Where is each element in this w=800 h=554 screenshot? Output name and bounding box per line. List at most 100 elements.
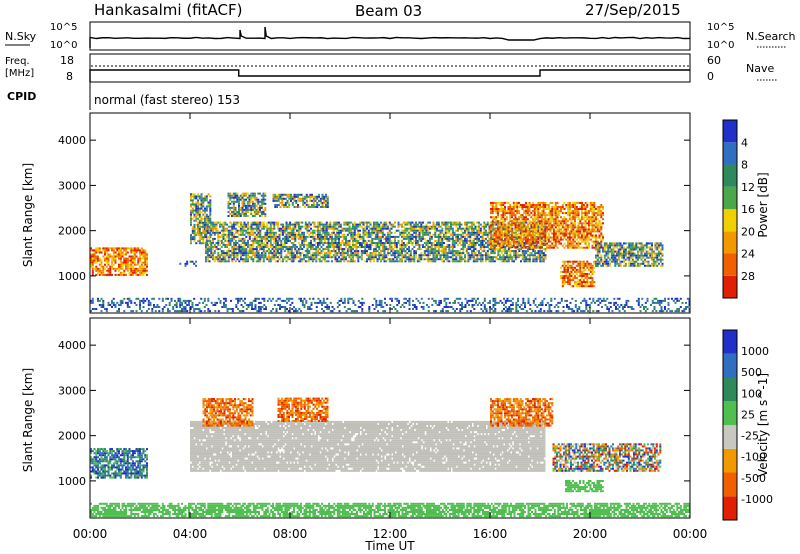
- echo-cell: [523, 212, 526, 215]
- echo-cell: [411, 227, 414, 230]
- echo-cell: [572, 279, 575, 282]
- echo-cell: [104, 267, 106, 270]
- echo-cell: [326, 199, 329, 202]
- echo-cell: [273, 252, 276, 255]
- echo-cell: [202, 236, 205, 239]
- echo-cell: [271, 231, 274, 234]
- echo-cell: [460, 235, 463, 238]
- echo-cell: [381, 256, 384, 259]
- echo-cell: [264, 256, 267, 259]
- echo-cell: [240, 252, 242, 255]
- echo-cell: [137, 267, 140, 270]
- echo-cell: [217, 229, 220, 232]
- echo-cell: [387, 242, 389, 244]
- echo-cell: [317, 246, 319, 248]
- echo-cell: [142, 273, 145, 276]
- echo-cell: [589, 232, 592, 235]
- echo-cell: [306, 248, 309, 251]
- echo-cell: [281, 204, 284, 206]
- echo-cell: [504, 260, 507, 263]
- echo-cell: [268, 229, 270, 232]
- echo-cell: [602, 222, 604, 225]
- echo-cell: [107, 249, 110, 252]
- echo-cell: [422, 229, 424, 232]
- echo-cell: [432, 256, 435, 259]
- echo-cell: [397, 235, 400, 238]
- echo-cell: [593, 201, 596, 204]
- echo-cell: [479, 244, 482, 246]
- echo-cell: [305, 197, 308, 200]
- echo-cell: [316, 195, 319, 198]
- echo-cell: [595, 220, 597, 223]
- echo-cell: [549, 210, 552, 213]
- echo-cell: [220, 250, 223, 253]
- echo-cell: [390, 223, 393, 226]
- echo-cell: [516, 210, 519, 213]
- echo-cell: [119, 263, 122, 266]
- echo-cell: [446, 260, 449, 263]
- echo-cell: [511, 206, 513, 208]
- echo-cell: [453, 254, 456, 257]
- echo-cell: [246, 215, 249, 217]
- echo-cell: [565, 230, 568, 233]
- echo-cell: [413, 260, 416, 263]
- echo-cell: [231, 227, 234, 230]
- echo-cell: [537, 201, 540, 204]
- echo-cell: [366, 235, 368, 238]
- echo-cell: [257, 246, 260, 248]
- echo-cell: [215, 242, 218, 244]
- echo-cell: [570, 228, 573, 231]
- echo-cell: [420, 229, 423, 232]
- echo-cell: [540, 222, 543, 225]
- echo-cell: [572, 238, 575, 241]
- echo-cell: [273, 231, 276, 234]
- echo-cell: [586, 260, 589, 263]
- echo-cell: [261, 256, 263, 259]
- echo-cell: [533, 224, 536, 227]
- echo-cell: [380, 225, 382, 228]
- echo-cell: [544, 216, 547, 219]
- freq-unit-label: [MHz]: [5, 68, 34, 79]
- echo-cell: [205, 235, 207, 238]
- echo-cell: [252, 208, 254, 211]
- echo-cell: [563, 236, 566, 239]
- echo-cell: [443, 242, 445, 244]
- echo-cell: [266, 237, 269, 240]
- echo-cell: [507, 228, 510, 231]
- echo-cell: [427, 233, 430, 236]
- echo-cell: [502, 214, 505, 217]
- echo-cell: [227, 229, 230, 232]
- echo-cell: [313, 223, 316, 226]
- echo-cell: [271, 229, 274, 232]
- echo-cell: [492, 223, 494, 226]
- echo-cell: [345, 258, 347, 261]
- echo-cell: [217, 260, 220, 263]
- echo-cell: [93, 257, 96, 260]
- echo-cell: [511, 208, 513, 210]
- echo-cell: [240, 258, 242, 261]
- echo-cell: [547, 218, 550, 221]
- echo-cell: [498, 204, 501, 206]
- echo-cell: [200, 207, 203, 210]
- echo-cell: [530, 254, 533, 257]
- echo-cell: [518, 226, 520, 229]
- echo-cell: [563, 266, 566, 269]
- echo-cell: [243, 200, 246, 203]
- echo-cell: [588, 268, 590, 271]
- echo-cell: [602, 214, 604, 217]
- echo-cell: [205, 195, 208, 198]
- echo-cell: [206, 239, 209, 242]
- echo-cell: [504, 258, 507, 261]
- echo-cell: [521, 214, 524, 217]
- echo-cell: [262, 256, 265, 259]
- echo-cell: [526, 218, 529, 221]
- echo-cell: [238, 213, 240, 215]
- echo-cell: [512, 234, 515, 237]
- echo-cell: [245, 231, 248, 234]
- echo-cell: [195, 264, 197, 267]
- echo-cell: [190, 205, 192, 208]
- echo-cell: [252, 237, 255, 240]
- echo-cell: [378, 244, 381, 246]
- echo-cell: [369, 233, 372, 236]
- echo-cell: [512, 220, 515, 223]
